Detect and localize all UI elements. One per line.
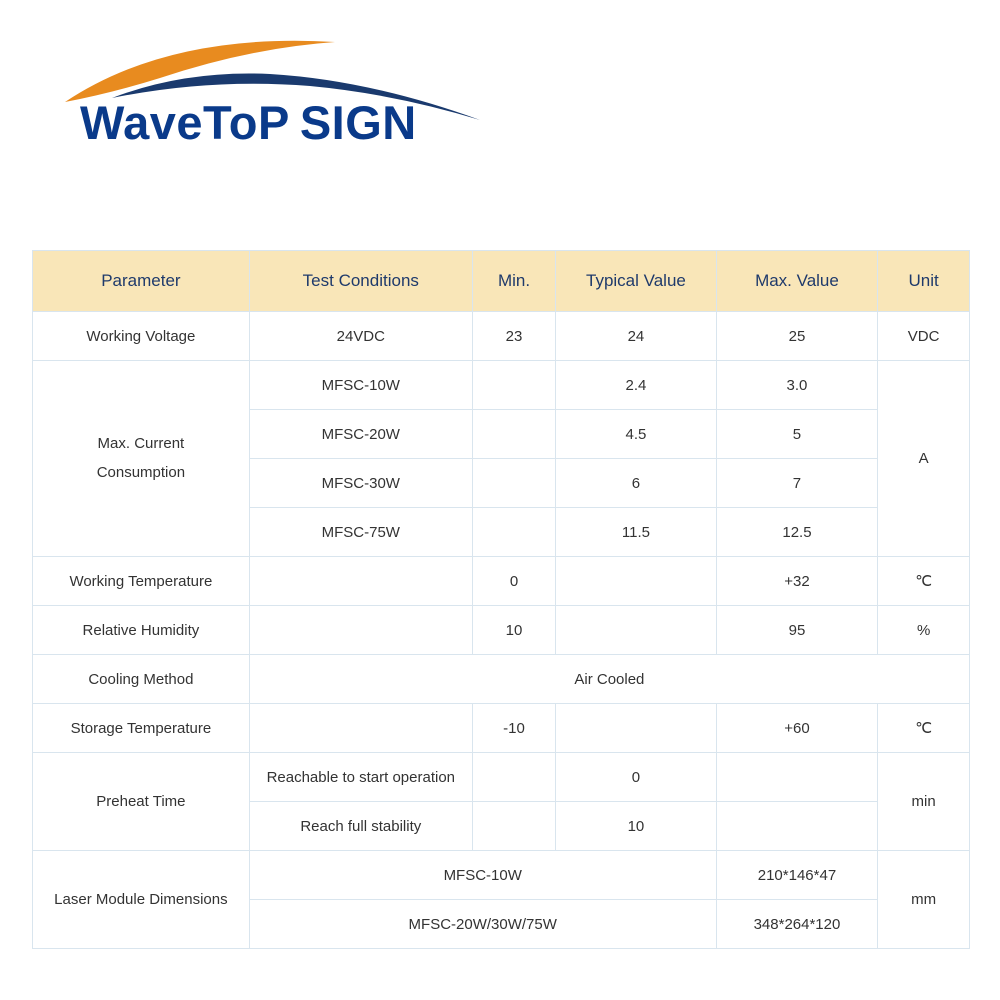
cell-unit: min xyxy=(878,753,970,851)
cell-param: Cooling Method xyxy=(33,655,250,704)
cell-param: Working Temperature xyxy=(33,557,250,606)
cell-param: Max. Current Consumption xyxy=(33,361,250,557)
logo-word-1: WaveToP xyxy=(80,96,290,149)
cell-max: 95 xyxy=(716,606,878,655)
cell-unit: A xyxy=(878,361,970,557)
table-header-row: Parameter Test Conditions Min. Typical V… xyxy=(33,251,970,312)
cell-cond: MFSC-10W xyxy=(249,851,716,900)
cell-cond: MFSC-75W xyxy=(249,508,472,557)
cell-unit: ℃ xyxy=(878,704,970,753)
cell-typ xyxy=(556,606,717,655)
cell-max: 5 xyxy=(716,410,878,459)
table-row: Cooling Method Air Cooled xyxy=(33,655,970,704)
cell-typ: 0 xyxy=(556,753,717,802)
table-row: Working Voltage 24VDC 23 24 25 VDC xyxy=(33,312,970,361)
cell-cond: MFSC-20W xyxy=(249,410,472,459)
cell-typ xyxy=(556,557,717,606)
cell-cond xyxy=(249,606,472,655)
spec-table-container: Parameter Test Conditions Min. Typical V… xyxy=(32,250,970,949)
cell-cond: MFSC-20W/30W/75W xyxy=(249,900,716,949)
cell-max xyxy=(716,802,878,851)
cell-min xyxy=(472,802,555,851)
col-parameter: Parameter xyxy=(33,251,250,312)
cell-max: 348*264*120 xyxy=(716,900,878,949)
cell-cond xyxy=(249,704,472,753)
logo-word-2: SIGN xyxy=(300,96,417,149)
cell-unit: ℃ xyxy=(878,557,970,606)
col-unit: Unit xyxy=(878,251,970,312)
cell-min: 23 xyxy=(472,312,555,361)
col-typical: Typical Value xyxy=(556,251,717,312)
col-test-conditions: Test Conditions xyxy=(249,251,472,312)
logo-text: WaveToPSIGN xyxy=(80,95,417,150)
cell-min xyxy=(472,508,555,557)
cell-cond: MFSC-30W xyxy=(249,459,472,508)
cell-param: Relative Humidity xyxy=(33,606,250,655)
cell-typ: 10 xyxy=(556,802,717,851)
cell-max: 7 xyxy=(716,459,878,508)
param-line: Consumption xyxy=(33,459,249,488)
col-min: Min. xyxy=(472,251,555,312)
cell-merged: Air Cooled xyxy=(249,655,969,704)
cell-cond: Reachable to start operation xyxy=(249,753,472,802)
table-row: Max. Current Consumption MFSC-10W 2.4 3.… xyxy=(33,361,970,410)
cell-max: +60 xyxy=(716,704,878,753)
cell-min xyxy=(472,459,555,508)
cell-max: 3.0 xyxy=(716,361,878,410)
table-row: Laser Module Dimensions MFSC-10W 210*146… xyxy=(33,851,970,900)
cell-min: 10 xyxy=(472,606,555,655)
spec-table: Parameter Test Conditions Min. Typical V… xyxy=(32,250,970,949)
table-row: Working Temperature 0 +32 ℃ xyxy=(33,557,970,606)
cell-min: -10 xyxy=(472,704,555,753)
cell-unit: % xyxy=(878,606,970,655)
cell-max: 25 xyxy=(716,312,878,361)
table-row: Storage Temperature -10 +60 ℃ xyxy=(33,704,970,753)
cell-unit: VDC xyxy=(878,312,970,361)
brand-logo: WaveToPSIGN xyxy=(50,30,530,170)
cell-cond: 24VDC xyxy=(249,312,472,361)
cell-unit: mm xyxy=(878,851,970,949)
cell-param: Working Voltage xyxy=(33,312,250,361)
cell-param: Storage Temperature xyxy=(33,704,250,753)
cell-typ xyxy=(556,704,717,753)
cell-cond xyxy=(249,557,472,606)
cell-param: Preheat Time xyxy=(33,753,250,851)
cell-typ: 4.5 xyxy=(556,410,717,459)
cell-cond: MFSC-10W xyxy=(249,361,472,410)
cell-min xyxy=(472,410,555,459)
cell-min: 0 xyxy=(472,557,555,606)
cell-max xyxy=(716,753,878,802)
cell-max: 210*146*47 xyxy=(716,851,878,900)
cell-typ: 11.5 xyxy=(556,508,717,557)
table-row: Preheat Time Reachable to start operatio… xyxy=(33,753,970,802)
cell-max: 12.5 xyxy=(716,508,878,557)
cell-min xyxy=(472,753,555,802)
cell-typ: 6 xyxy=(556,459,717,508)
table-row: Relative Humidity 10 95 % xyxy=(33,606,970,655)
cell-max: +32 xyxy=(716,557,878,606)
cell-param: Laser Module Dimensions xyxy=(33,851,250,949)
cell-typ: 2.4 xyxy=(556,361,717,410)
cell-typ: 24 xyxy=(556,312,717,361)
cell-min xyxy=(472,361,555,410)
cell-cond: Reach full stability xyxy=(249,802,472,851)
param-line: Max. Current xyxy=(33,430,249,459)
col-max: Max. Value xyxy=(716,251,878,312)
